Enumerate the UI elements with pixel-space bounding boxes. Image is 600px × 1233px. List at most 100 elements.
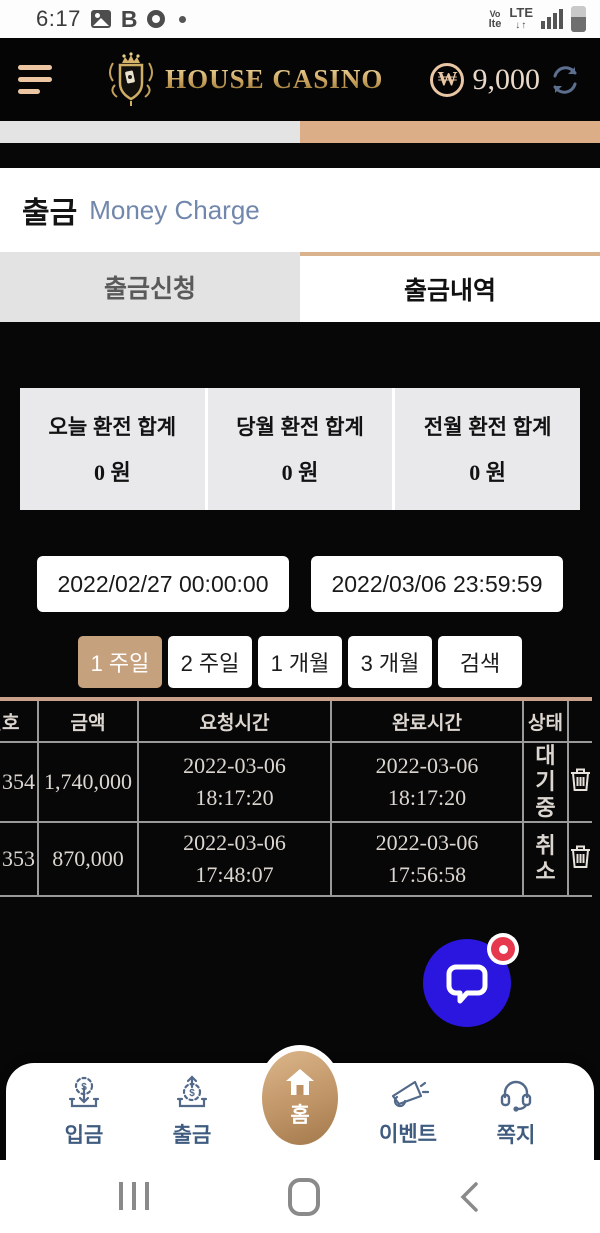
col-requested-time: 요청시간 — [137, 697, 331, 743]
col-delete — [567, 697, 592, 743]
date-to-input[interactable] — [311, 556, 563, 612]
withdraw-history-table: 번호 금액 요청시간 완료시간 상태 354 1,740,000 2022-03… — [0, 697, 592, 897]
battery-icon — [571, 6, 586, 32]
row-requested-time: 2022-03-06 17:48:07 — [137, 822, 331, 897]
summary-card-last-month: 전월 환전 합계 0 원 — [392, 388, 581, 510]
summary-value: 0 원 — [281, 460, 319, 485]
summary-label: 오늘 환전 합계 — [48, 416, 177, 439]
nav-label: 쪽지 — [496, 1123, 536, 1147]
app-b-notification-icon: B — [120, 6, 138, 32]
clock: 6:17 — [36, 6, 81, 31]
brand-name: HOUSE CASINO — [165, 64, 384, 94]
nav-item-events[interactable]: 이벤트 — [360, 1076, 456, 1148]
bottom-navigation: $ 입금 $ 출금 — [6, 1045, 594, 1160]
delete-row-icon[interactable] — [570, 767, 591, 792]
summary-label: 당월 환전 합계 — [236, 416, 364, 439]
table-row: 354 1,740,000 2022-03-06 18:17:20 2022-0… — [0, 742, 592, 823]
summary-card-today: 오늘 환전 합계 0 원 — [20, 388, 205, 510]
nav-home-slot: 홈 — [252, 1045, 348, 1160]
nav-label: 이벤트 — [379, 1122, 437, 1146]
nav-label: 출금 — [172, 1123, 212, 1147]
nav-label: 홈 — [290, 1104, 310, 1127]
summary-value: 0 원 — [469, 460, 507, 485]
withdraw-icon: $ — [176, 1074, 208, 1107]
row-number: 354 — [0, 742, 38, 823]
lte-network-icon: LTE ↓↑ — [509, 5, 533, 31]
deposit-icon: $ — [68, 1076, 100, 1107]
period-filter-row: 1 주일 2 주일 1 개월 3 개월 검색 — [0, 636, 600, 688]
nav-item-messages[interactable]: 쪽지 — [468, 1075, 564, 1149]
scroll-thumb-segment[interactable] — [300, 121, 600, 143]
withdraw-tabs: 출금신청 출금내역 — [0, 252, 600, 322]
chat-unread-badge — [487, 933, 519, 965]
live-chat-button[interactable] — [423, 933, 519, 1027]
more-notifications-dot-icon — [179, 15, 187, 23]
megaphone-icon — [391, 1080, 429, 1107]
summary-label: 전월 환전 합계 — [423, 416, 552, 439]
signal-strength-icon — [541, 9, 563, 29]
svg-text:$: $ — [189, 1088, 195, 1099]
page-subtitle: Money Charge — [89, 194, 260, 225]
svg-text:$: $ — [81, 1082, 87, 1093]
status-bar-right: Vo lte LTE ↓↑ — [489, 6, 586, 32]
col-amount: 금액 — [37, 697, 138, 743]
filter-2-weeks-button[interactable]: 2 주일 — [168, 636, 252, 688]
col-completed-time: 완료시간 — [330, 697, 523, 743]
menu-button[interactable] — [18, 65, 58, 94]
app-header: HOUSE CASINO ₩ 9,000 — [0, 38, 600, 121]
nav-label: 입금 — [64, 1123, 104, 1147]
status-bar-left: 6:17 B — [14, 6, 187, 32]
status-badge: 대기중 — [522, 742, 568, 823]
browser-notification-icon — [147, 10, 166, 28]
refresh-balance-icon[interactable] — [548, 63, 582, 97]
recents-button[interactable] — [119, 1182, 149, 1210]
summary-card-this-month: 당월 환전 합계 0 원 — [204, 388, 393, 510]
nav-item-withdraw[interactable]: $ 출금 — [144, 1074, 240, 1149]
filter-1-month-button[interactable]: 1 개월 — [258, 636, 342, 688]
page-title: 출금 — [22, 197, 78, 230]
row-number: 353 — [0, 822, 38, 897]
volte-icon: Vo lte — [488, 9, 502, 30]
col-status: 상태 — [522, 697, 568, 743]
brand-logo[interactable]: HOUSE CASINO — [105, 51, 383, 109]
won-currency-icon: ₩ — [430, 62, 465, 97]
filter-3-months-button[interactable]: 3 개월 — [348, 636, 432, 688]
casino-crest-icon — [109, 51, 154, 106]
tab-withdraw-history[interactable]: 출금내역 — [300, 252, 600, 322]
back-button[interactable] — [458, 1180, 480, 1214]
table-row: 353 870,000 2022-03-06 17:48:07 2022-03-… — [0, 822, 592, 897]
scroll-track-segment — [0, 121, 300, 143]
balance-amount: 9,000 — [472, 62, 540, 96]
col-number: 번호 — [0, 697, 38, 743]
summary-value: 0 원 — [93, 460, 131, 485]
page-title-section: 출금 Money Charge — [0, 168, 600, 252]
gallery-notification-icon — [90, 10, 111, 28]
chat-bubble-icon — [446, 964, 488, 1004]
table-header-row: 번호 금액 요청시간 완료시간 상태 — [0, 697, 592, 743]
search-button[interactable]: 검색 — [438, 636, 522, 688]
android-navigation-bar — [0, 1160, 600, 1233]
tab-withdraw-request[interactable]: 출금신청 — [0, 252, 300, 322]
header-divider — [0, 143, 600, 168]
row-amount: 1,740,000 — [37, 742, 138, 823]
filter-1-week-button[interactable]: 1 주일 — [78, 636, 162, 688]
row-completed-time: 2022-03-06 17:56:58 — [330, 822, 523, 897]
exchange-summary-row: 오늘 환전 합계 0 원 당월 환전 합계 0 원 전월 환전 합계 0 원 — [20, 388, 581, 510]
home-icon — [286, 1069, 314, 1095]
row-requested-time: 2022-03-06 18:17:20 — [137, 742, 331, 823]
status-badge: 취소 — [522, 822, 568, 897]
delete-row-icon[interactable] — [570, 844, 591, 869]
headset-icon — [500, 1080, 532, 1112]
row-completed-time: 2022-03-06 18:17:20 — [330, 742, 523, 823]
balance-display: ₩ 9,000 — [430, 62, 582, 97]
nav-item-deposit[interactable]: $ 입금 — [36, 1075, 132, 1149]
nav-item-home[interactable]: 홈 — [256, 1045, 344, 1151]
scroll-indicator — [0, 121, 600, 143]
android-home-button[interactable] — [288, 1178, 320, 1216]
date-range-row — [0, 556, 600, 612]
history-table-wrap: 번호 금액 요청시간 완료시간 상태 354 1,740,000 2022-03… — [0, 697, 600, 897]
row-amount: 870,000 — [37, 822, 138, 897]
date-from-input[interactable] — [37, 556, 289, 612]
status-bar: 6:17 B Vo lte LTE ↓↑ — [0, 0, 600, 38]
